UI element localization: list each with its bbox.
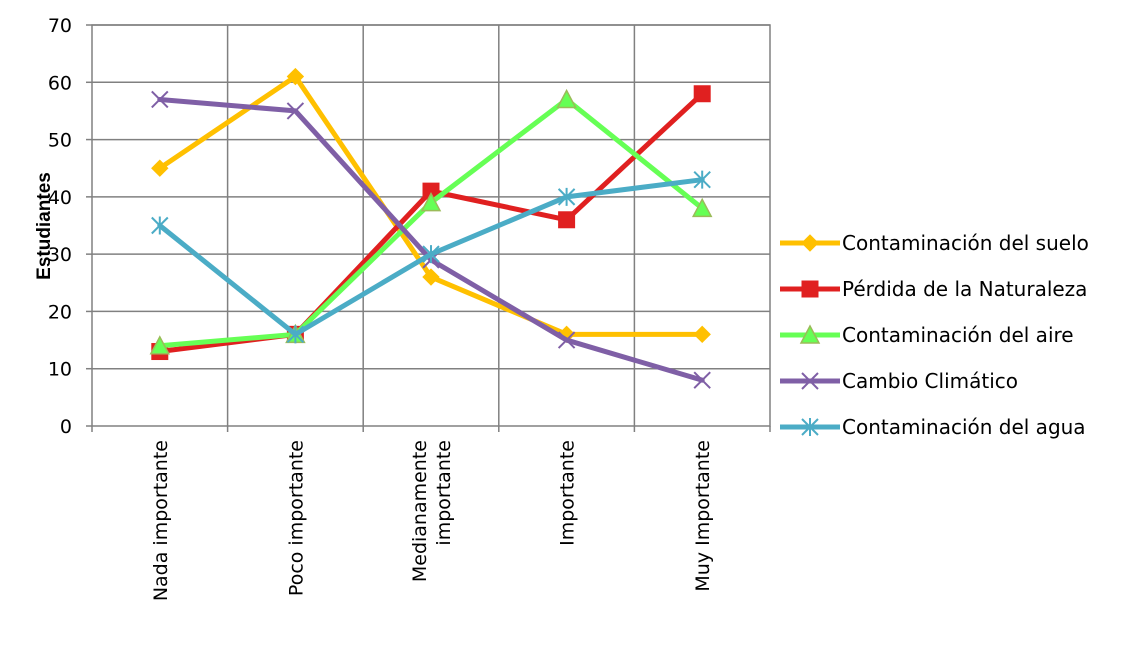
- data-point-legend-1: [801, 280, 819, 298]
- data-point-0-2: [422, 268, 440, 286]
- data-point-legend-3: [801, 372, 819, 390]
- data-point-3-4: [693, 371, 711, 389]
- data-point-4-1: [286, 325, 305, 344]
- data-point-legend-4: [801, 418, 819, 436]
- data-point-4-2: [422, 245, 440, 264]
- data-point-2-2: [420, 191, 442, 212]
- legend-item: Contaminación del aire: [780, 323, 1074, 347]
- data-point-3-1: [286, 102, 305, 120]
- legend-label: Cambio Climático: [842, 369, 1018, 393]
- data-point-4-0: [151, 216, 169, 235]
- y-tick-label: 60: [48, 72, 72, 94]
- series-line: [157, 96, 705, 349]
- legend-label: Contaminación del suelo: [842, 231, 1089, 255]
- x-category-label: Medianamente importante: [409, 440, 455, 582]
- axis-layer: 0 10 20 30 40 50 60 70 Nada importante Poco impor…: [48, 15, 771, 601]
- y-tick-label: 30: [48, 244, 72, 266]
- y-tick-label: 10: [48, 359, 72, 381]
- data-point-2-3: [556, 88, 577, 109]
- x-category-label: Nada importante: [150, 440, 172, 601]
- data-point-0-0: [151, 159, 169, 177]
- data-point-1-3: [558, 211, 576, 229]
- y-tick-label: 70: [48, 15, 72, 37]
- data-point-2-4: [691, 197, 713, 218]
- data-point-3-3: [557, 331, 576, 349]
- series-4: [151, 170, 711, 344]
- plot-area-border: [91, 24, 771, 427]
- y-axis-title: Estudiantes: [34, 172, 55, 280]
- x-category-label: Importante: [557, 440, 579, 546]
- data-point-1-4: [693, 85, 711, 103]
- y-tick-label: 0: [60, 416, 72, 438]
- y-tick-label: 20: [48, 301, 72, 323]
- data-point-0-4: [693, 325, 711, 344]
- series-1: [151, 85, 711, 361]
- data-point-legend-2: [799, 324, 821, 344]
- legend-item: Contaminación del agua: [780, 415, 1086, 439]
- grid-layer: [91, 24, 771, 427]
- legend-item: Contaminación del suelo: [780, 231, 1089, 255]
- data-point-3-0: [151, 90, 169, 109]
- series-layer: [149, 67, 713, 389]
- legend-item: Cambio Climático: [780, 369, 1018, 393]
- legend-label: Pérdida de la Naturaleza: [842, 277, 1087, 301]
- legend-item: Pérdida de la Naturaleza: [780, 277, 1087, 301]
- data-point-0-1: [286, 67, 305, 86]
- legend-label: Contaminación del aire: [842, 323, 1074, 347]
- x-category-label: Muy Importante: [692, 440, 714, 592]
- y-tick-label: 40: [48, 187, 72, 209]
- y-tick-label: 50: [48, 130, 72, 152]
- legend-label: Contaminación del agua: [842, 415, 1086, 439]
- series-2: [149, 88, 713, 355]
- data-point-2-0: [149, 335, 171, 355]
- data-point-4-4: [693, 170, 711, 189]
- data-point-legend-0: [801, 234, 819, 252]
- legend: Contaminación del suelo Pérdida de la Nat…: [780, 231, 1089, 439]
- series-line: [157, 91, 705, 355]
- x-category-label: Poco importante: [285, 440, 307, 596]
- data-point-4-3: [557, 187, 576, 206]
